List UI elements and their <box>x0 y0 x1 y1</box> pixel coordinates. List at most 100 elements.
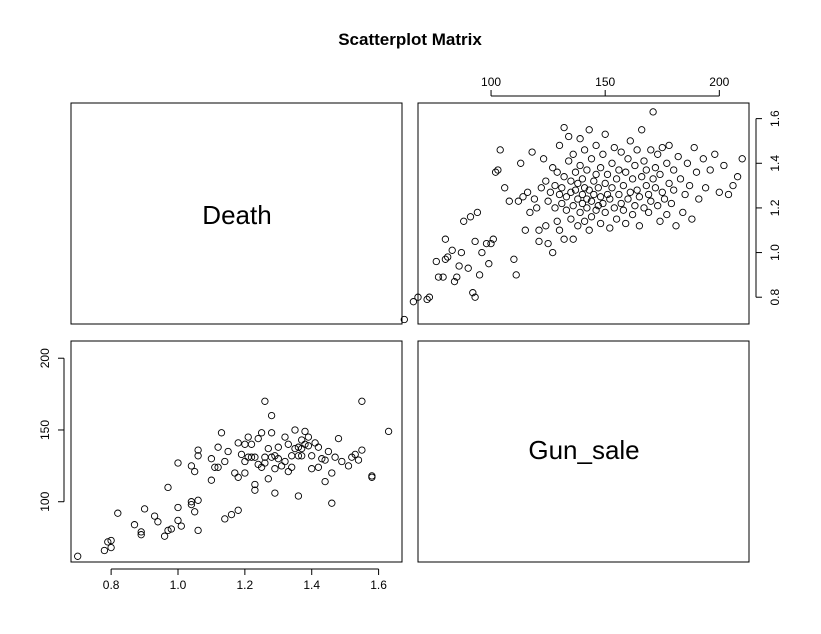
data-point <box>649 175 657 183</box>
data-point <box>667 199 676 208</box>
data-point <box>174 503 182 512</box>
data-point <box>267 429 276 437</box>
data-point <box>571 168 580 176</box>
data-point <box>267 453 276 461</box>
data-point <box>211 463 219 471</box>
data-point <box>560 235 568 243</box>
data-point <box>674 152 682 161</box>
data-point <box>615 166 623 174</box>
data-point <box>314 463 323 471</box>
data-point <box>457 248 466 257</box>
data-point <box>234 506 242 514</box>
data-point <box>640 204 648 212</box>
y-tick-label: 1.6 <box>768 110 782 127</box>
data-point <box>294 452 303 460</box>
data-point <box>576 208 584 217</box>
data-point <box>596 219 605 228</box>
data-point <box>150 512 159 520</box>
data-point <box>331 453 339 461</box>
data-point <box>478 248 486 257</box>
data-point <box>214 463 222 471</box>
data-point <box>567 177 575 185</box>
data-point <box>583 204 591 212</box>
data-point <box>308 465 316 473</box>
data-point <box>580 146 589 154</box>
data-point <box>701 184 710 192</box>
data-point <box>558 199 566 208</box>
data-point <box>569 202 577 210</box>
panel-top-right-frame <box>417 102 750 325</box>
data-point <box>569 150 577 158</box>
data-point <box>601 208 609 217</box>
data-point <box>224 447 232 456</box>
data-point <box>715 188 723 196</box>
data-point <box>571 186 580 194</box>
data-point <box>137 528 145 536</box>
data-point <box>324 447 333 456</box>
data-point <box>601 179 609 188</box>
data-point <box>384 427 393 436</box>
data-point <box>501 184 509 192</box>
data-point <box>334 434 343 443</box>
data-point <box>665 179 673 188</box>
data-point <box>194 446 202 454</box>
x-tick-label: 1.6 <box>370 578 387 592</box>
data-point <box>670 166 678 174</box>
data-point <box>174 459 182 467</box>
data-point <box>444 253 452 261</box>
data-point <box>328 499 336 507</box>
data-point <box>294 492 303 500</box>
data-point <box>688 215 696 223</box>
data-point <box>628 210 637 219</box>
data-point <box>281 433 289 441</box>
data-point <box>663 159 671 167</box>
data-point <box>729 181 737 190</box>
data-point <box>587 197 596 205</box>
data-point <box>194 452 202 460</box>
data-point <box>533 204 541 212</box>
data-point <box>257 429 266 437</box>
data-point <box>546 188 555 196</box>
data-point <box>214 443 222 451</box>
data-point <box>512 271 520 279</box>
data-point <box>251 486 259 494</box>
data-point <box>635 222 644 230</box>
data-point <box>642 166 650 174</box>
data-point <box>450 277 459 286</box>
data-point <box>368 472 376 480</box>
data-point <box>160 532 169 540</box>
data-point <box>247 440 256 448</box>
data-point <box>291 426 299 434</box>
data-point <box>298 436 306 444</box>
data-point <box>617 199 625 208</box>
data-point <box>267 411 276 420</box>
data-point <box>619 206 628 214</box>
data-point <box>455 262 463 270</box>
y-tick-label: 100 <box>38 491 52 511</box>
data-point <box>599 150 607 158</box>
data-point <box>553 217 561 225</box>
data-point <box>274 455 282 463</box>
data-point <box>354 456 363 464</box>
data-point <box>227 510 236 519</box>
panel-bottom-right-frame <box>417 340 750 563</box>
data-point <box>523 188 532 196</box>
data-point <box>631 161 639 170</box>
data-point <box>351 450 359 459</box>
data-point <box>482 239 491 248</box>
data-point <box>583 195 591 203</box>
data-point <box>647 197 655 205</box>
data-point <box>590 190 598 199</box>
data-point <box>617 148 625 156</box>
data-point <box>164 483 172 492</box>
data-point <box>466 213 475 221</box>
data-point <box>699 155 707 163</box>
data-point <box>177 522 185 530</box>
data-point <box>194 496 202 504</box>
data-point <box>271 489 279 497</box>
data-point <box>284 440 292 448</box>
data-point <box>264 444 272 453</box>
data-point <box>558 184 566 192</box>
data-point <box>535 237 543 246</box>
